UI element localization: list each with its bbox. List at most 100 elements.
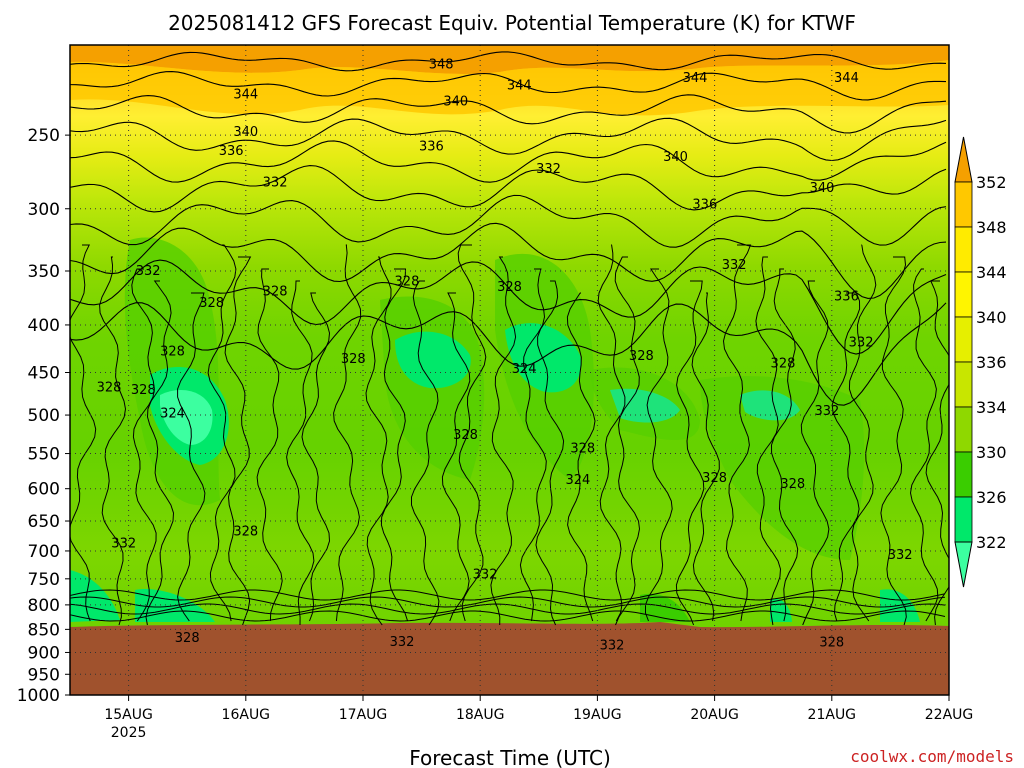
contour-line — [70, 117, 947, 162]
contour-label: 328 — [771, 356, 796, 371]
contour-label: 328 — [263, 284, 288, 299]
contour-line — [70, 51, 947, 72]
contour-line — [131, 268, 157, 622]
contour-label: 328 — [97, 380, 122, 395]
colorbar-top-arrow — [954, 136, 973, 183]
contour-line — [207, 244, 237, 622]
x-tick-label: 17AUG — [339, 707, 388, 723]
contour-line — [256, 268, 283, 622]
colorbar-box — [954, 271, 973, 318]
contour-label: 328 — [175, 631, 200, 646]
contour-line — [925, 280, 949, 626]
colorbar-label: 340 — [976, 308, 1007, 327]
y-tick-label: 550 — [28, 445, 60, 465]
y-tick-label: 500 — [28, 406, 60, 426]
contour-line — [535, 280, 565, 626]
contour-line — [490, 256, 517, 626]
contour-label: 340 — [233, 125, 258, 140]
contour-line — [224, 256, 252, 626]
x-tick-label: 16AUG — [222, 707, 271, 723]
contour-label: 332 — [263, 175, 288, 190]
contour-label: 328 — [233, 524, 258, 539]
y-tick-label: 800 — [28, 596, 60, 616]
contour-line — [70, 165, 947, 213]
contour-label: 328 — [160, 344, 185, 359]
y-tick-label: 400 — [28, 316, 60, 336]
contour-line — [441, 292, 471, 622]
y-tick-label: 650 — [28, 512, 60, 532]
contour-labels: 348 344 344 344 344 340 340 340 340 336 336 336 336 3… — [97, 58, 913, 654]
contour-label: 344 — [507, 78, 532, 93]
credit-text[interactable]: coolwx.com/models — [850, 747, 1014, 766]
contour-line — [566, 292, 596, 622]
contour-line — [333, 244, 362, 622]
contour-label: 332 — [390, 635, 415, 650]
contour-line — [880, 256, 907, 626]
field-min-1-core — [160, 390, 213, 445]
contour-line — [301, 292, 331, 622]
contour-line — [457, 244, 487, 622]
contour-label: 324 — [512, 362, 537, 377]
contour-line — [411, 280, 440, 626]
x-tick-label: 21AUG — [808, 707, 857, 723]
colorbar-bottom-arrow — [954, 541, 973, 588]
field-min-2 — [395, 331, 471, 389]
y-tick-label: 250 — [28, 126, 60, 146]
x-tick-label: 19AUG — [573, 707, 622, 723]
contour-label: 348 — [429, 58, 454, 73]
contour-label: 340 — [810, 181, 835, 196]
y-tick-label: 750 — [28, 570, 60, 590]
contour-label: 328 — [341, 352, 366, 367]
colorbar: 352 348 344 340 336 334 330 326 322 — [954, 136, 1007, 588]
contour-label: 328 — [819, 635, 844, 650]
contour-line — [70, 194, 947, 248]
contour-label: 328 — [131, 383, 156, 398]
contour-label: 328 — [570, 441, 595, 456]
x-axis: 15AUG 2025 16AUG 17AUG 18AUG 19AUG 20AUG 21AUG 2… — [104, 695, 973, 741]
x-tick-label: 18AUG — [456, 707, 505, 723]
contour-line — [286, 280, 315, 626]
underground — [70, 622, 949, 695]
contour-label: 332 — [600, 639, 625, 654]
colorbar-box — [954, 451, 973, 498]
contour-line — [614, 256, 641, 626]
contour-line — [70, 244, 97, 622]
y-axis: 250 300 350 400 450 500 550 600 650 700 750 800 850 9… — [17, 126, 70, 706]
contour-line — [380, 268, 409, 622]
contour-label: 336 — [692, 198, 717, 213]
chart-title: 2025081412 GFS Forecast Equiv. Potential… — [168, 11, 856, 35]
contour-label: 328 — [629, 349, 654, 364]
contour-line — [145, 280, 175, 626]
colorbar-label: 330 — [976, 443, 1007, 462]
colorbar-label: 322 — [976, 533, 1007, 552]
contour-label: 332 — [815, 404, 840, 419]
contour-label: 328 — [702, 471, 727, 486]
contour-label: 328 — [453, 428, 478, 443]
contour-label: 340 — [443, 94, 468, 109]
contour-line — [691, 292, 720, 622]
contour-line — [722, 244, 752, 622]
contour-line — [645, 268, 673, 622]
contour-label: 336 — [419, 139, 444, 154]
contour-label: 332 — [849, 336, 874, 351]
colorbar-label: 334 — [976, 398, 1007, 417]
contour-label: 344 — [233, 87, 258, 102]
contour-line — [70, 596, 946, 608]
contour-lines — [70, 51, 949, 626]
contour-line — [675, 280, 705, 626]
field-min-4 — [610, 388, 680, 423]
x-tick-label: 20AUG — [690, 707, 739, 723]
contour-line — [365, 256, 392, 626]
plot-area — [70, 45, 949, 695]
x-tick-sublabel: 2025 — [111, 725, 147, 741]
contour-label: 332 — [111, 536, 136, 551]
contour-line — [70, 610, 946, 622]
contour-line — [70, 140, 947, 183]
contour-line — [831, 292, 861, 622]
field-surface-1 — [70, 570, 120, 622]
contour-line — [770, 268, 799, 622]
contour-label: 328 — [780, 477, 805, 492]
colorbar-box — [954, 406, 973, 453]
contour-line — [177, 292, 206, 622]
colorbar-label: 326 — [976, 488, 1007, 507]
